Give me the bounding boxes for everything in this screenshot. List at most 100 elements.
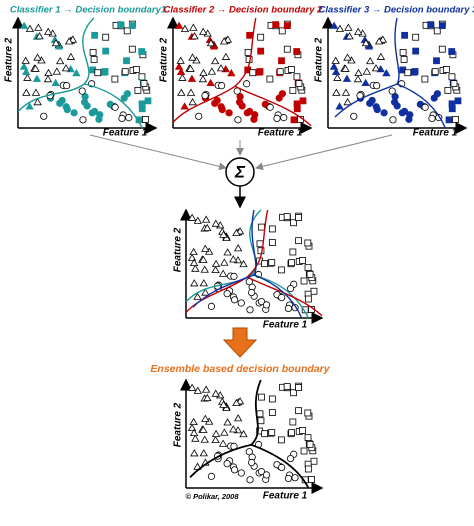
circle (248, 458, 256, 467)
triangle (186, 88, 196, 96)
square (278, 57, 285, 65)
square (308, 476, 315, 483)
triangle (227, 68, 236, 77)
circle (223, 460, 231, 468)
triangle (193, 292, 202, 300)
triangle (219, 230, 228, 238)
panel-title: Classifier 2 → Decision boundary 2 (164, 5, 324, 16)
square (306, 270, 314, 278)
circle (235, 98, 244, 106)
triangle (33, 53, 42, 61)
triangle (216, 64, 226, 72)
triangle (206, 38, 216, 47)
y-label: Feature 2 (159, 37, 170, 82)
credit: © Polikar, 2008 (185, 492, 239, 501)
square (448, 73, 456, 81)
triangle (218, 439, 228, 447)
triangle (239, 429, 248, 438)
triangle (331, 56, 340, 64)
triangle (32, 74, 42, 82)
square (304, 409, 312, 417)
triangle (174, 21, 184, 29)
circle (70, 109, 78, 117)
triangle (52, 67, 62, 75)
circle (245, 107, 254, 115)
triangle (19, 21, 29, 29)
circle (428, 114, 436, 123)
triangle (219, 400, 228, 408)
square (442, 66, 450, 73)
square (299, 427, 306, 434)
triangle (199, 425, 208, 433)
y-label: Feature 2 (173, 227, 184, 272)
triangle (211, 219, 220, 227)
square (268, 395, 276, 403)
triangle (353, 27, 363, 35)
circle (218, 82, 226, 90)
square (268, 259, 276, 266)
circle (350, 112, 358, 120)
triangle (174, 62, 184, 70)
square (256, 240, 264, 248)
circle (223, 290, 231, 298)
x-label: Feature 1 (263, 320, 308, 331)
square (427, 21, 435, 29)
triangle (201, 244, 210, 252)
square (438, 45, 446, 53)
circle (245, 448, 253, 456)
square (117, 21, 125, 29)
triangle (61, 64, 71, 72)
square (304, 295, 312, 303)
triangle (344, 23, 353, 31)
triangle (25, 102, 34, 110)
square (138, 73, 146, 81)
triangle (43, 27, 53, 35)
square (258, 223, 265, 231)
circle (278, 293, 286, 302)
panel-title: Classifier 1 → Decision boundary1 (10, 5, 166, 16)
square (123, 27, 131, 35)
square (268, 429, 276, 436)
circle (275, 94, 283, 102)
square (138, 48, 146, 55)
triangle (199, 279, 208, 287)
square (258, 393, 265, 401)
triangle (198, 75, 208, 83)
triangle (201, 414, 210, 422)
square (283, 22, 291, 30)
triangle (34, 23, 43, 31)
circle (40, 112, 48, 120)
square (448, 105, 456, 113)
circle (286, 454, 295, 463)
triangle (211, 389, 220, 397)
circle (125, 114, 133, 122)
triangle (218, 269, 228, 277)
triangle (203, 393, 212, 402)
triangle (354, 68, 363, 77)
circle (237, 469, 245, 477)
square (94, 69, 102, 77)
square (90, 56, 98, 63)
triangle (189, 417, 198, 426)
square (295, 237, 302, 245)
triangle (198, 27, 208, 35)
triangle (23, 73, 32, 81)
triangle (187, 383, 197, 391)
circle (78, 87, 86, 95)
square (111, 75, 119, 83)
circle (257, 467, 266, 476)
circle (373, 82, 381, 90)
square (144, 97, 152, 105)
circle (262, 471, 271, 479)
circle (243, 80, 251, 88)
circle (120, 94, 128, 102)
triangle (201, 215, 211, 223)
circle (63, 82, 71, 90)
square (287, 66, 295, 73)
triangle (31, 88, 41, 96)
circle (389, 116, 397, 124)
triangle (21, 56, 30, 64)
triangle (211, 265, 220, 274)
circle (225, 109, 233, 117)
